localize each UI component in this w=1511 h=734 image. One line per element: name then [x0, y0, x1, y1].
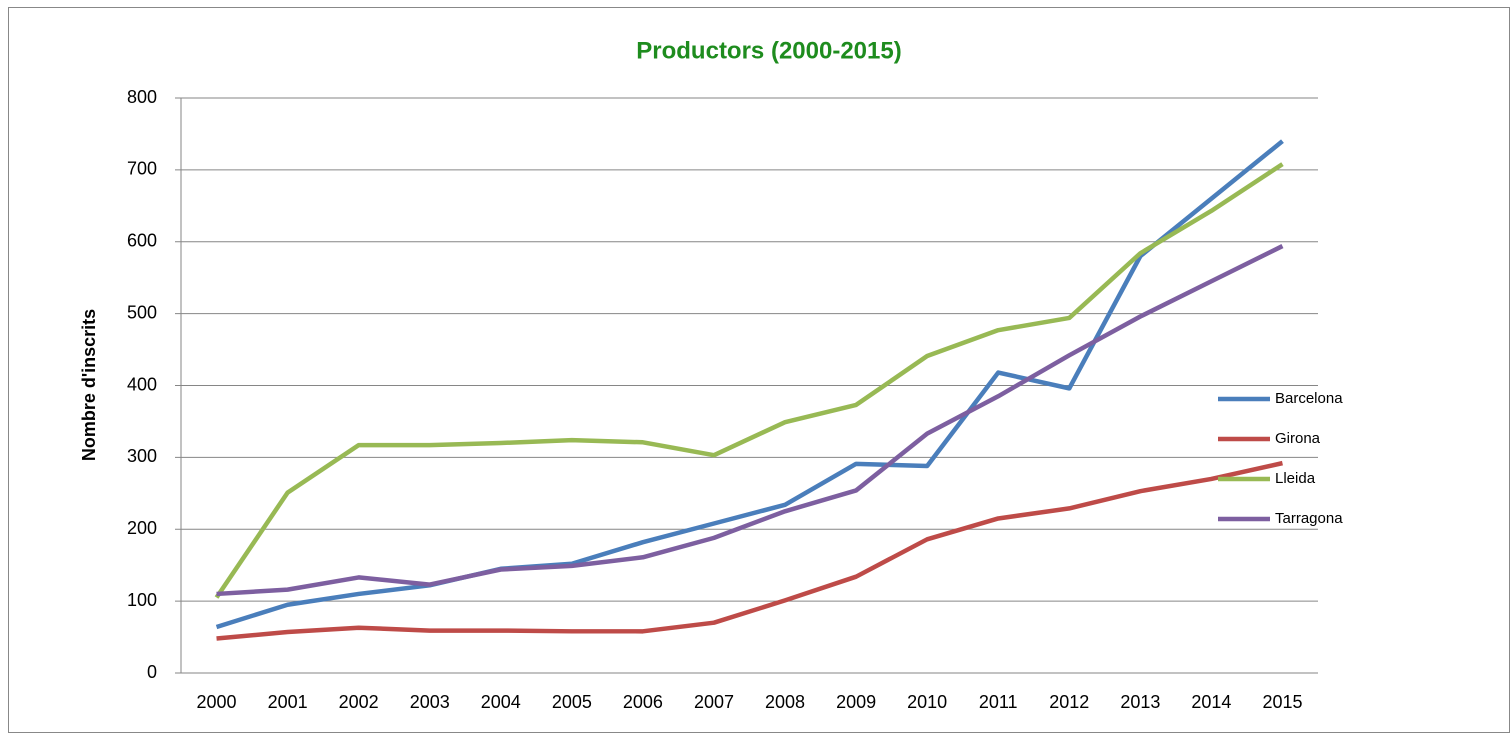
x-tick-label: 2007	[694, 692, 734, 712]
x-tick-label: 2006	[623, 692, 663, 712]
series-line	[214, 162, 1284, 599]
x-tick-label: 2013	[1120, 692, 1160, 712]
y-tick-label: 700	[127, 159, 157, 179]
series-line	[216, 460, 1283, 641]
x-tick-label: 2003	[410, 692, 450, 712]
y-tick-label: 600	[127, 231, 157, 251]
x-tick-label: 2009	[836, 692, 876, 712]
x-tick-label: 2002	[339, 692, 379, 712]
y-tick-label: 400	[127, 374, 157, 394]
chart-title: Productors (2000-2015)	[636, 37, 901, 64]
x-tick-label: 2000	[197, 692, 237, 712]
series-line	[216, 244, 1284, 597]
x-tick-label: 2010	[907, 692, 947, 712]
legend-label: Tarragona	[1275, 510, 1343, 527]
legend-label: Barcelona	[1275, 390, 1343, 407]
x-tick-label: 2001	[268, 692, 308, 712]
y-tick-label: 800	[127, 87, 157, 107]
y-tick-label: 100	[127, 590, 157, 610]
series-line	[215, 139, 1284, 630]
legend-label: Girona	[1275, 430, 1321, 447]
y-axis-label: Nombre d'inscrits	[79, 309, 99, 461]
legend-label: Lleida	[1275, 470, 1316, 487]
y-tick-label: 500	[127, 302, 157, 322]
y-tick-label: 300	[127, 446, 157, 466]
x-tick-label: 2011	[979, 692, 1018, 712]
x-tick-label: 2014	[1191, 692, 1231, 712]
x-tick-label: 2012	[1049, 692, 1089, 712]
x-tick-label: 2004	[481, 692, 521, 712]
x-tick-label: 2005	[552, 692, 592, 712]
y-tick-label: 200	[127, 518, 157, 538]
x-tick-label: 2015	[1262, 692, 1302, 712]
x-tick-label: 2008	[765, 692, 805, 712]
y-tick-label: 0	[147, 662, 157, 682]
